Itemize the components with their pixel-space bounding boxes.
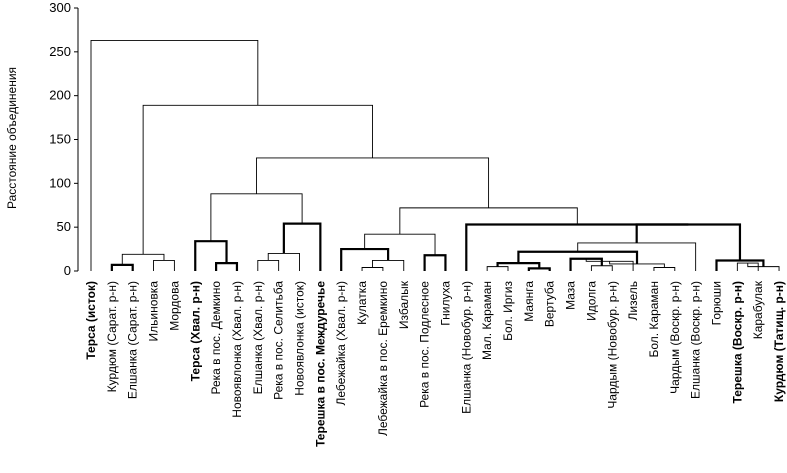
leaf-label: Бол. Иргиз (501, 281, 515, 341)
merge-link (486, 266, 509, 271)
leaf-labels: Терса (исток) Курдюм (Сарат. р-н) Елшанка … (84, 280, 786, 447)
merge-link (747, 263, 780, 271)
merge-link (121, 253, 165, 265)
y-tick-label: 250 (49, 44, 71, 59)
merge-link (399, 207, 578, 235)
merge-link (90, 39, 259, 271)
leaf-label: Новоявлонка (Хвал. р-н) (230, 281, 244, 418)
leaf-label: Курдюм (Татищ. р-н) (772, 281, 786, 402)
leaf-label: Бол. Караман (647, 281, 661, 358)
y-tick-label: 50 (57, 219, 71, 234)
leaf-label: Горюши (710, 281, 724, 325)
leaf-label: Терешка в пос. Междуречье (313, 281, 327, 447)
y-axis: 0 50 100 150 200 250 300 (49, 0, 79, 278)
merge-link (585, 258, 634, 271)
merge-link (256, 157, 490, 208)
merge-link (609, 261, 665, 268)
leaf-label: Маянга (522, 281, 536, 322)
leaf-label: Лизель (626, 281, 640, 320)
y-tick-label: 100 (49, 175, 71, 190)
leaf-label: Вертуба (543, 281, 557, 327)
merge-link (210, 193, 303, 242)
y-tick-label: 200 (49, 88, 71, 103)
merge-link (423, 254, 447, 271)
dendrogram-tree (90, 39, 780, 271)
merge-link (577, 242, 697, 271)
merge-link (215, 262, 239, 271)
merge-link (194, 240, 228, 271)
merge-link (465, 223, 689, 271)
leaf-label: Новоявлонка (исток) (293, 281, 307, 396)
leaf-label: Гнилуха (438, 281, 452, 326)
merge-link (364, 233, 436, 256)
leaf-label: Чардым (Новобур. р-н) (605, 281, 619, 409)
y-axis-title: Расстояние объединения (5, 67, 19, 209)
leaf-label: Река в пос. Селитьба (272, 281, 286, 400)
y-tick-label: 300 (49, 0, 71, 15)
leaf-label: Лебежайка в пос. Еремкино (376, 281, 390, 436)
merge-link (590, 265, 613, 271)
leaf-label: Мордова (167, 281, 181, 331)
merge-link (527, 267, 551, 271)
merge-link (110, 263, 134, 271)
merge-link (282, 222, 322, 271)
leaf-label: Река в пос. Подлесное (418, 281, 432, 408)
leaf-label: Мал. Караман (480, 281, 494, 360)
leaf-label: Елшанка (Сарат. р-н) (126, 281, 140, 399)
leaf-label: Чардым (Воскр. р-н) (668, 281, 682, 394)
merge-link (361, 267, 384, 271)
leaf-label: Идолга (584, 281, 598, 321)
merge-link (635, 223, 742, 261)
leaf-label: Елшанка (Хвал. р-н) (251, 281, 265, 394)
leaf-label: Маза (564, 281, 578, 310)
leaf-label: Елшанка (Новобур. р-н) (459, 281, 473, 414)
merge-link (257, 260, 280, 271)
leaf-label: Терса (Хвал. р-н) (188, 281, 202, 381)
y-tick-label: 0 (64, 263, 71, 278)
merge-link (715, 259, 765, 271)
leaf-label: Терса (исток) (84, 281, 98, 360)
merge-link (372, 260, 405, 271)
leaf-label: Кулатка (355, 281, 369, 325)
leaf-label: Елшанка (Воскр. р-н) (689, 281, 703, 399)
leaf-label: Терешка (Воскр. р-н) (730, 281, 744, 404)
leaf-label: Избалык (397, 280, 411, 329)
leaf-label: Курдюм (Сарат. р-н) (105, 281, 119, 392)
merge-link (153, 260, 175, 271)
merge-link (267, 253, 300, 271)
merge-link (142, 104, 373, 255)
leaf-label: Река в пос. Демкино (209, 281, 223, 395)
leaf-label: Ильиновка (147, 281, 161, 342)
merge-link (653, 267, 676, 271)
leaf-label: Карабулак (751, 280, 765, 339)
leaf-label: Лебежайка (Хвал. р-н) (334, 281, 348, 406)
y-tick-label: 150 (49, 132, 71, 147)
